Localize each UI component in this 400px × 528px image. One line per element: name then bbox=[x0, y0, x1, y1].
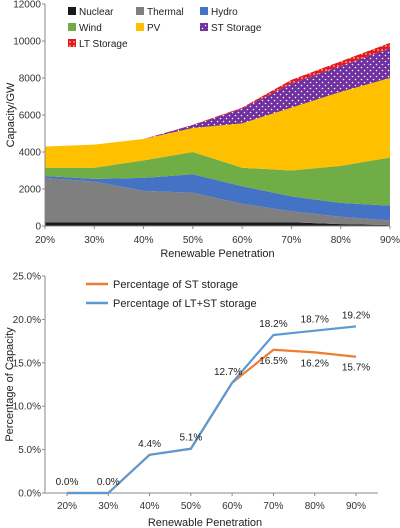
legend-label-pv: PV bbox=[147, 23, 161, 34]
legend-label-lt-storage: LT Storage bbox=[79, 39, 128, 50]
data-label: 18.7% bbox=[301, 315, 329, 326]
y-tick-label: 15.0% bbox=[13, 358, 41, 369]
data-label: 16.2% bbox=[301, 358, 329, 369]
y-tick-label: 0 bbox=[35, 222, 41, 233]
x-tick-label: 40% bbox=[134, 235, 154, 246]
area-wind bbox=[45, 152, 390, 206]
y-tick-label: 4000 bbox=[19, 148, 42, 159]
legend-label-st-storage: ST Storage bbox=[211, 23, 262, 34]
y-tick-label: 20.0% bbox=[13, 315, 41, 326]
x-axis-label: Renewable Penetration bbox=[160, 248, 274, 260]
legend: Percentage of ST storage Percentage of LT… bbox=[86, 279, 257, 310]
x-tick-label: 20% bbox=[57, 501, 77, 512]
legend-swatch-nuclear bbox=[68, 7, 76, 15]
data-label: 16.5% bbox=[259, 356, 287, 367]
y-tick-label: 5.0% bbox=[18, 445, 41, 456]
area-st-storage bbox=[45, 48, 390, 147]
x-tick-label: 80% bbox=[305, 501, 325, 512]
x-tick-label: 60% bbox=[232, 235, 252, 246]
area-nuclear bbox=[45, 222, 390, 226]
data-label: 0.0% bbox=[97, 477, 120, 488]
y-axis-label: Percentage of Capacity bbox=[4, 327, 16, 442]
x-tick-label: 80% bbox=[331, 235, 351, 246]
axes: 0.0% 5.0% 10.0% 15.0% 20.0% 25.0% 20% 30% 40% 50%… bbox=[4, 272, 378, 528]
x-tick-label: 90% bbox=[380, 235, 400, 246]
area-pv bbox=[45, 78, 390, 171]
data-label: 19.2% bbox=[342, 310, 370, 321]
y-tick-label: 0.0% bbox=[18, 489, 41, 500]
data-label: 0.0% bbox=[56, 477, 79, 488]
y-tick-label: 8000 bbox=[19, 74, 42, 85]
y-tick-label: 10.0% bbox=[13, 402, 41, 413]
stacked-area-chart: 0 2000 4000 6000 8000 10000 12000 20% 30% 40% 50% 6… bbox=[5, 0, 400, 260]
area-thermal bbox=[45, 177, 390, 226]
y-tick-label: 2000 bbox=[19, 185, 42, 196]
line-percentage-of-st-storage bbox=[67, 348, 357, 495]
y-tick-label: 10000 bbox=[13, 37, 41, 48]
legend-swatch-hydro bbox=[200, 7, 208, 15]
x-tick-label: 50% bbox=[181, 501, 201, 512]
x-tick-label: 30% bbox=[84, 235, 104, 246]
legend-label-nuclear: Nuclear bbox=[79, 7, 114, 18]
data-label: 15.7% bbox=[342, 363, 370, 374]
legend-label-thermal: Thermal bbox=[147, 7, 184, 18]
line-series-group bbox=[67, 325, 357, 495]
y-tick-label: 25.0% bbox=[13, 272, 41, 283]
x-tick-label: 70% bbox=[263, 501, 283, 512]
legend-label-percentage-of-st-storage: Percentage of ST storage bbox=[113, 279, 238, 291]
y-tick-label: 6000 bbox=[19, 111, 42, 122]
data-label: 12.7% bbox=[214, 367, 242, 378]
legend-swatch-wind bbox=[68, 23, 76, 31]
line-chart: 0.0% 5.0% 10.0% 15.0% 20.0% 25.0% 20% 30% 40% 50%… bbox=[4, 272, 378, 528]
data-label: 18.2% bbox=[259, 319, 287, 330]
area-hydro bbox=[45, 174, 390, 221]
legend-label-wind: Wind bbox=[79, 23, 102, 34]
legend: Nuclear Thermal Hydro Wind PV ST Storage LT St… bbox=[68, 7, 262, 50]
data-label: 5.1% bbox=[179, 433, 202, 444]
data-labels: 0.0% 0.0% 4.4% 5.1% 12.7% 16.5% 16.2% 15.7% 18.2… bbox=[56, 310, 371, 488]
legend-swatch-thermal bbox=[136, 7, 144, 15]
x-tick-label: 90% bbox=[346, 501, 366, 512]
x-tick-label: 30% bbox=[98, 501, 118, 512]
legend-swatch-pv bbox=[136, 23, 144, 31]
area-series-group bbox=[45, 42, 390, 226]
y-axis-label: Capacity/GW bbox=[5, 82, 17, 147]
data-label: 4.4% bbox=[138, 439, 161, 450]
x-tick-label: 40% bbox=[140, 501, 160, 512]
legend-swatch-st-storage bbox=[200, 23, 208, 31]
x-tick-label: 50% bbox=[183, 235, 203, 246]
line-percentage-of-lt-st-storage bbox=[67, 325, 357, 495]
legend-label-percentage-of-lt-st-storage: Percentage of LT+ST storage bbox=[113, 298, 257, 310]
x-tick-label: 70% bbox=[281, 235, 301, 246]
x-axis-label: Renewable Penetration bbox=[148, 517, 262, 528]
legend-label-hydro: Hydro bbox=[211, 7, 238, 18]
y-tick-label: 12000 bbox=[13, 0, 41, 11]
x-tick-label: 60% bbox=[222, 501, 242, 512]
axes: 0 2000 4000 6000 8000 10000 12000 20% 30% 40% 50% 6… bbox=[5, 0, 400, 260]
x-tick-label: 20% bbox=[35, 235, 55, 246]
legend-swatch-lt-storage bbox=[68, 39, 76, 47]
